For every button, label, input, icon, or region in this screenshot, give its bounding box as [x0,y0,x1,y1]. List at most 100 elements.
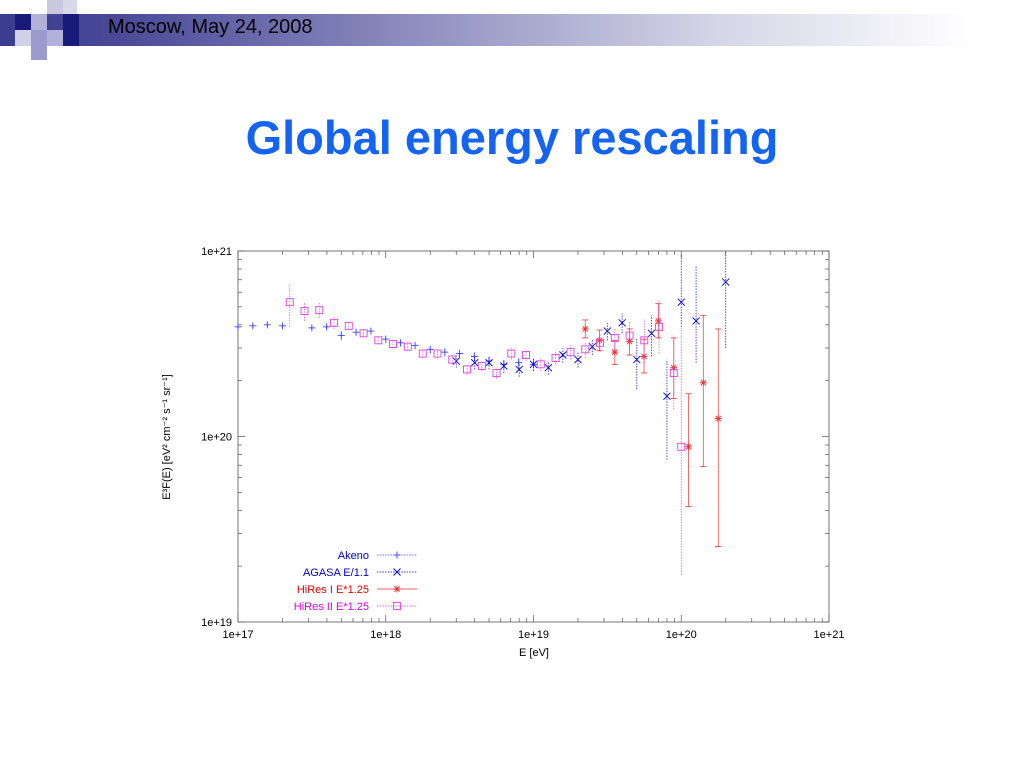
header-block-light [63,0,77,14]
header-block-light [15,30,31,46]
data-point-square [669,369,678,377]
data-point-square [300,307,309,315]
data-point-plus [470,352,478,360]
data-point-square [403,342,412,351]
y-tick-label: 1e+20 [201,432,232,444]
data-point-cross [603,327,612,335]
data-point-cross [618,319,626,327]
legend-label: HiRes II E*1.25 [294,601,369,613]
data-point-square [581,345,590,354]
slide-title: Global energy rescaling [245,111,779,164]
data-point-cross [559,351,567,359]
data-point-plus [382,335,390,343]
data-point-square [344,321,353,330]
data-point-plus [263,321,271,329]
data-point-cross [588,342,597,351]
data-point-cross [515,365,523,374]
data-point-square [418,349,427,358]
data-point-cross [529,360,538,369]
data-point-plus [352,328,360,336]
header-block-dark [63,14,79,46]
header-block-mid [31,30,47,46]
header-block-light [47,30,63,46]
data-series [234,251,730,575]
data-point-star [654,317,662,325]
legend-label: HiRes I E*1.25 [297,584,369,596]
data-point-plus [323,323,331,331]
data-point-cross [677,298,686,306]
header-block-mid [31,46,47,60]
x-tick-label: 1e+17 [223,629,254,641]
data-point-square [566,348,575,357]
data-point-square [285,298,294,307]
data-point-cross [544,363,553,372]
data-point-square [359,329,368,338]
data-point-square [596,338,604,347]
data-point-cross [721,278,730,286]
data-point-plus [278,322,286,330]
y-tick-label: 1e+21 [201,246,232,258]
data-point-plus [515,359,523,367]
data-point-square [393,602,401,610]
data-point-cross [485,358,493,367]
data-point-square [463,365,471,374]
data-point-square [677,442,686,451]
data-point-plus [308,324,316,332]
header-block-light [31,14,47,30]
series-1 [452,251,730,460]
data-point-cross [632,355,641,364]
data-point-star [581,325,589,333]
data-point-square [507,349,516,358]
data-point-star [611,348,619,356]
data-point-plus [411,341,419,349]
y-axis-label: E³F(E) [eV² cm⁻² s⁻¹ sr⁻¹] [161,374,173,500]
data-point-square [374,336,383,345]
axis-ticks: 1e+17 1e+18 1e+19 1e+20 1e+21 1e+19 1e+20 1e+21 [201,246,844,641]
data-point-plus [456,350,464,358]
data-point-plus [393,551,401,559]
data-point-square [448,355,457,364]
data-point-square [522,351,530,359]
data-point-star [596,336,604,344]
data-point-plus [234,323,242,331]
data-point-square [610,333,619,342]
header-date: Moscow, May 24, 2008 [108,16,313,38]
data-point-square [477,362,486,370]
header-gradient-band [0,14,1024,46]
y-tick-label: 1e+19 [201,617,232,629]
data-point-plus [337,332,345,340]
x-tick-label: 1e+21 [814,629,845,641]
header-block-dark [15,14,31,30]
x-axis-label: E [eV] [519,647,549,659]
series-0 [234,321,537,372]
chart-legend: Akeno AGASA E/1.1 HiRes I E*1.25 HiRes II E… [294,550,417,613]
x-tick-label: 1e+18 [370,629,401,641]
data-point-cross [500,362,508,370]
data-point-plus [441,348,449,356]
data-point-square [536,360,545,369]
data-point-square [492,369,501,377]
data-point-plus [367,327,375,335]
data-point-star [699,379,707,387]
data-point-square [315,306,324,315]
data-point-square [389,340,397,349]
data-point-cross [663,392,671,400]
series-3 [285,283,686,575]
data-point-square [433,349,442,358]
legend-label: AGASA E/1.1 [303,567,369,579]
data-point-square [655,322,664,331]
data-point-square [640,336,649,345]
data-point-cross [470,358,479,367]
data-point-square [551,354,560,362]
data-point-star [685,443,693,451]
x-tick-label: 1e+19 [518,629,549,641]
data-point-square [330,318,339,327]
header-block-light [47,0,63,14]
data-point-star [393,585,401,593]
data-point-cross [647,329,656,338]
data-point-plus [426,345,434,353]
data-point-plus [249,322,257,330]
data-point-cross [574,355,582,364]
legend-label: Akeno [338,550,369,562]
